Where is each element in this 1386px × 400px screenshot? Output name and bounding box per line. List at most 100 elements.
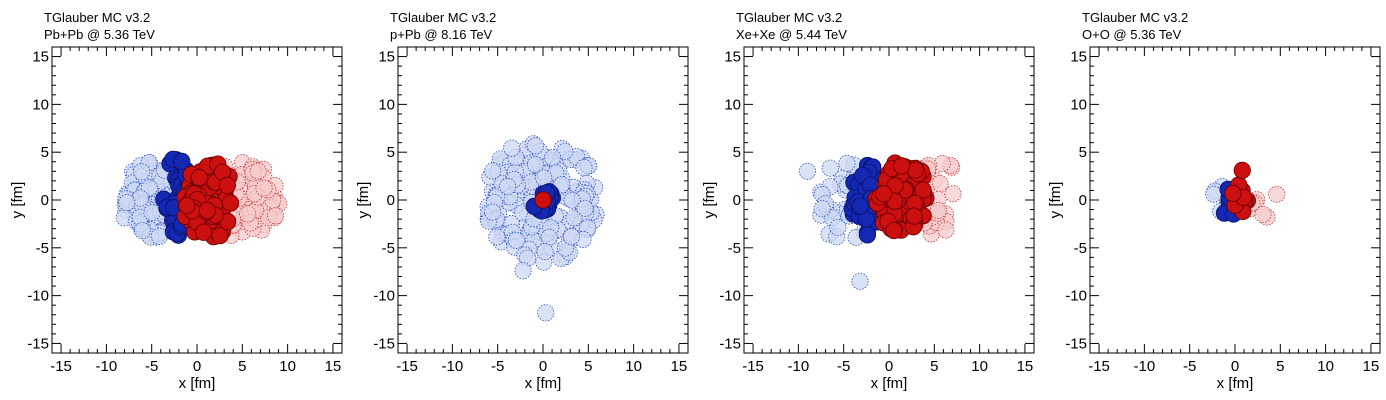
x-tick-label: 10 xyxy=(1317,358,1334,375)
chart-panel-2: TGlauber MC v3.2 p+Pb @ 8.16 TeV -15 -10 -5 0… xyxy=(355,10,689,392)
x-tick-label: -15 xyxy=(50,358,72,375)
nucleon-marker-participant-b xyxy=(194,223,213,241)
nucleon-marker-spectator-a xyxy=(565,209,583,227)
nucleon-marker-spectator-b xyxy=(255,179,273,197)
nucleon-marker-spectator-b xyxy=(937,221,955,239)
nucleon-marker-spectator-a xyxy=(540,228,558,246)
nucleon-marker-spectator-a xyxy=(1205,185,1223,203)
y-axis-label: y [fm] xyxy=(9,182,26,219)
nucleon-marker-participant-b xyxy=(892,157,911,175)
x-tick-label: -15 xyxy=(396,358,418,375)
chart-title: TGlauber MC v3.2 xyxy=(736,10,842,25)
y-tick-label: 15 xyxy=(1070,49,1087,66)
nucleon-marker-participant-b xyxy=(875,185,893,203)
nucleon-marker-spectator-a xyxy=(851,272,869,290)
nucleon-marker-participant-b xyxy=(198,201,216,220)
x-axis-label: x [fm] xyxy=(525,375,562,392)
x-axis-label: x [fm] xyxy=(871,375,908,392)
y-tick-label: 10 xyxy=(378,96,395,113)
nucleon-marker-spectator-a xyxy=(544,149,562,167)
nucleon-marker-spectator-a xyxy=(132,163,151,181)
chart-subtitle: O+O @ 5.36 TeV xyxy=(1082,27,1182,42)
nucleon-marker-spectator-a xyxy=(563,228,581,246)
nucleon-marker-spectator-a xyxy=(507,231,525,249)
y-tick-label: -15 xyxy=(719,335,741,352)
y-tick-label: 15 xyxy=(32,49,49,66)
y-tick-label: -5 xyxy=(36,240,49,257)
chart-title: TGlauber MC v3.2 xyxy=(390,10,496,25)
nucleon-marker-spectator-a xyxy=(536,242,554,261)
y-tick-label: 0 xyxy=(733,192,741,209)
y-tick-label: 15 xyxy=(378,49,395,66)
y-axis-label: y [fm] xyxy=(701,182,718,219)
nucleon-marker-participant-b xyxy=(190,168,208,187)
y-tick-label: 0 xyxy=(387,192,395,209)
y-axis-label: y [fm] xyxy=(1047,182,1064,219)
x-tick-label: 10 xyxy=(625,358,642,375)
chart-panel-1: TGlauber MC v3.2 Pb+Pb @ 5.36 TeV -15 -10 -5… xyxy=(9,10,343,392)
nucleon-marker-spectator-a xyxy=(575,158,593,177)
nucleon-marker-spectator-a xyxy=(821,159,839,177)
nucleon-marker-participant-b xyxy=(905,207,923,225)
nucleon-marker-participant-b xyxy=(534,191,552,209)
nucleon-marker-spectator-b xyxy=(267,207,285,225)
nucleon-marker-spectator-a xyxy=(838,154,856,172)
y-tick-label: -10 xyxy=(27,288,49,305)
x-tick-label: 5 xyxy=(238,358,246,375)
x-tick-label: 0 xyxy=(539,358,547,375)
y-tick-label: 0 xyxy=(1079,192,1087,209)
x-tick-label: -10 xyxy=(788,358,810,375)
y-tick-label: 5 xyxy=(733,144,741,161)
y-tick-label: -5 xyxy=(1074,240,1087,257)
nucleon-marker-spectator-a xyxy=(526,156,545,174)
nucleon-marker-spectator-a xyxy=(133,222,151,240)
chart-subtitle: Xe+Xe @ 5.44 TeV xyxy=(736,27,847,42)
nucleon-marker-spectator-a xyxy=(813,200,831,218)
nucleon-marker-spectator-a xyxy=(829,218,847,236)
nucleon-marker-spectator-b xyxy=(1268,185,1286,203)
y-tick-label: -10 xyxy=(719,288,741,305)
x-tick-label: -15 xyxy=(742,358,764,375)
x-tick-label: -10 xyxy=(1134,358,1156,375)
x-tick-label: -5 xyxy=(145,358,158,375)
y-tick-label: -15 xyxy=(27,335,49,352)
chart-subtitle: Pb+Pb @ 5.36 TeV xyxy=(44,27,155,42)
x-tick-label: 15 xyxy=(671,358,688,375)
x-tick-label: 5 xyxy=(930,358,938,375)
nucleon-marker-spectator-a xyxy=(499,177,517,196)
y-tick-label: -10 xyxy=(373,288,395,305)
nucleon-marker-participant-a xyxy=(851,197,869,215)
nucleon-marker-participant-b xyxy=(885,221,903,240)
y-tick-label: -5 xyxy=(728,240,741,257)
y-tick-label: -5 xyxy=(382,240,395,257)
nucleon-marker-spectator-b xyxy=(1254,205,1272,224)
y-axis-label: y [fm] xyxy=(355,182,372,219)
x-tick-label: -10 xyxy=(96,358,118,375)
chart-subtitle: p+Pb @ 8.16 TeV xyxy=(390,27,493,42)
x-tick-label: 0 xyxy=(193,358,201,375)
nucleon-marker-participant-b xyxy=(218,176,236,194)
chart-title: TGlauber MC v3.2 xyxy=(44,10,150,25)
chart-panel-3: TGlauber MC v3.2 Xe+Xe @ 5.44 TeV -15 -10 -5… xyxy=(701,10,1035,392)
x-tick-label: 15 xyxy=(1363,358,1380,375)
nucleon-marker-spectator-a xyxy=(514,262,532,280)
nucleon-marker-spectator-b xyxy=(944,185,962,203)
y-tick-label: 5 xyxy=(1079,144,1087,161)
nucleon-marker-spectator-a xyxy=(576,199,594,217)
x-tick-label: -5 xyxy=(1183,358,1196,375)
nucleon-marker-spectator-a xyxy=(503,139,521,157)
chart-panel-4: TGlauber MC v3.2 O+O @ 5.36 TeV -15 -10 -5 0 5… xyxy=(1047,10,1381,392)
y-tick-label: 10 xyxy=(724,96,741,113)
y-tick-label: 5 xyxy=(387,144,395,161)
y-tick-label: -10 xyxy=(1065,288,1087,305)
x-tick-label: -5 xyxy=(491,358,504,375)
nucleon-marker-participant-a xyxy=(858,226,877,244)
y-tick-label: 10 xyxy=(1070,96,1087,113)
nucleon-marker-participant-b xyxy=(1224,184,1242,203)
x-tick-label: 0 xyxy=(1231,358,1239,375)
nucleon-marker-spectator-b xyxy=(239,205,257,223)
nucleon-marker-spectator-a xyxy=(798,162,817,180)
nucleon-marker-spectator-a xyxy=(118,194,136,212)
x-axis-label: x [fm] xyxy=(1217,375,1254,392)
x-tick-label: -10 xyxy=(442,358,464,375)
